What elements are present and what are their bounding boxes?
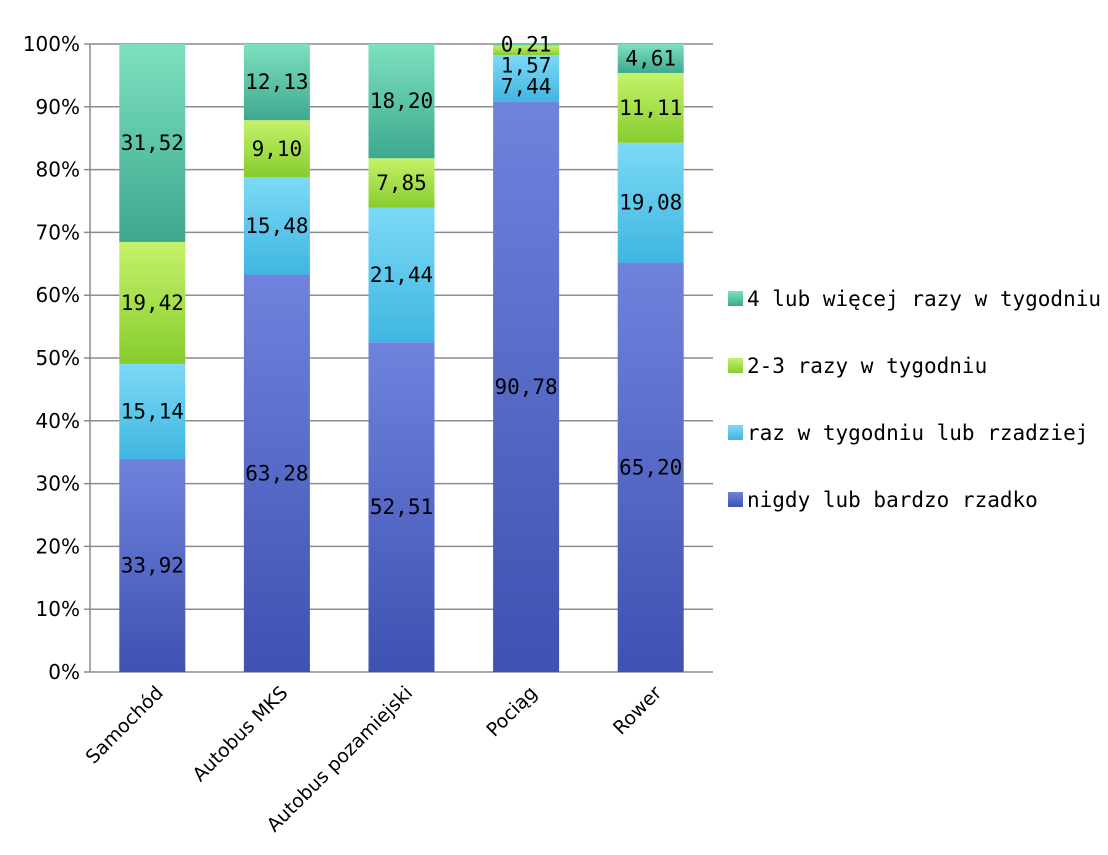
bar-segment bbox=[243, 120, 310, 178]
data-label: 63,28 bbox=[245, 461, 308, 485]
bar-segment bbox=[119, 241, 186, 364]
bar-segment bbox=[119, 458, 186, 672]
legend-swatch bbox=[728, 358, 743, 373]
bar-segment bbox=[243, 177, 310, 275]
y-tick-label: 90% bbox=[36, 95, 80, 119]
y-tick-label: 50% bbox=[36, 346, 80, 370]
bar-segment bbox=[119, 44, 186, 242]
legend-swatch bbox=[728, 425, 743, 440]
data-label: 21,44 bbox=[370, 263, 433, 287]
y-tick-label: 20% bbox=[36, 534, 80, 558]
data-label: 33,92 bbox=[121, 553, 184, 577]
bar-segment bbox=[493, 45, 560, 56]
data-label: 52,51 bbox=[370, 495, 433, 519]
data-label: 7,85 bbox=[376, 171, 427, 195]
bar-segment bbox=[617, 44, 684, 73]
y-tick-label: 0% bbox=[48, 660, 80, 684]
bar-segment bbox=[243, 274, 310, 672]
category-label: Pociąg bbox=[482, 682, 541, 741]
data-label: 0,21 bbox=[501, 33, 552, 57]
data-label: 15,48 bbox=[245, 214, 308, 238]
data-label: 15,14 bbox=[121, 399, 184, 423]
data-labels: 31,52 19,42 15,14 33,92 12,13 9,10 15,48 63,28 1… bbox=[121, 33, 683, 578]
legend-label: nigdy lub bardzo rzadko bbox=[747, 488, 1038, 512]
bar-segment bbox=[617, 262, 684, 672]
data-label: 65,20 bbox=[619, 455, 682, 479]
bar-segment bbox=[119, 363, 186, 459]
bar-segment bbox=[493, 55, 560, 102]
category-label: Autobus pozamiejski bbox=[263, 682, 417, 836]
data-label: 7,44 bbox=[501, 75, 552, 99]
bar-segment bbox=[368, 44, 435, 159]
y-tick-label: 100% bbox=[23, 32, 80, 56]
bar-segment bbox=[493, 101, 560, 672]
data-label: 9,10 bbox=[252, 137, 303, 161]
bar-segment bbox=[493, 44, 560, 46]
bar-segment bbox=[617, 142, 684, 263]
legend-label: raz w tygodniu lub rzadziej bbox=[747, 421, 1088, 445]
bar-segment bbox=[617, 72, 684, 143]
bar-segment bbox=[368, 342, 435, 672]
y-tick-label: 60% bbox=[36, 283, 80, 307]
y-tick-label: 10% bbox=[36, 597, 80, 621]
data-label: 4,61 bbox=[625, 46, 676, 70]
data-label: 12,13 bbox=[245, 70, 308, 94]
legend: 4 lub więcej razy w tygodniu 2-3 razy w t… bbox=[728, 287, 1101, 512]
category-label: Autobus MKS bbox=[188, 682, 292, 786]
data-label: 1,57 bbox=[501, 54, 552, 78]
data-label: 18,20 bbox=[370, 89, 433, 113]
data-label: 19,08 bbox=[619, 191, 682, 215]
legend-swatch bbox=[728, 492, 743, 507]
bar-segment bbox=[368, 207, 435, 343]
data-label: 31,52 bbox=[121, 131, 184, 155]
y-tick-label: 40% bbox=[36, 409, 80, 433]
bar-segment bbox=[368, 158, 435, 208]
y-tick-label: 70% bbox=[36, 220, 80, 244]
y-tick-label: 80% bbox=[36, 158, 80, 182]
bars bbox=[119, 44, 684, 672]
legend-label: 2-3 razy w tygodniu bbox=[747, 354, 987, 378]
category-label: Rower bbox=[609, 682, 666, 739]
legend-swatch bbox=[728, 291, 743, 306]
data-label: 19,42 bbox=[121, 291, 184, 315]
category-label: Samochód bbox=[82, 682, 168, 768]
data-label: 11,11 bbox=[619, 96, 682, 120]
data-label: 90,78 bbox=[494, 375, 557, 399]
legend-label: 4 lub więcej razy w tygodniu bbox=[747, 287, 1101, 311]
bar-segment bbox=[243, 44, 310, 121]
y-tick-label: 30% bbox=[36, 472, 80, 496]
